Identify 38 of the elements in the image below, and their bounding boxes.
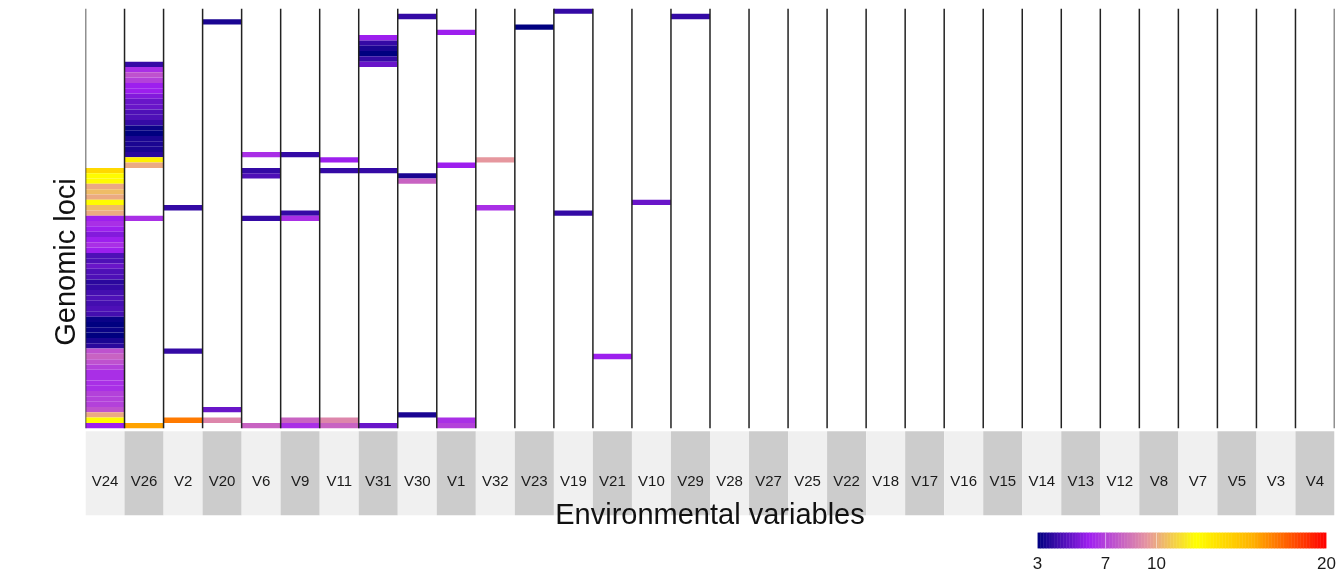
x-tick-label: V30 (403, 471, 431, 489)
x-tick-label: V20 (208, 471, 236, 489)
x-tick-label: V22 (833, 471, 860, 489)
x-tick-label: V15 (989, 471, 1017, 489)
x-tick-label: V24 (91, 471, 119, 489)
x-tick-label: V14 (1028, 471, 1056, 489)
x-tick-label: V25 (794, 471, 821, 489)
x-tick-label: V11 (326, 471, 352, 489)
x-tick-label: V1 (447, 471, 466, 489)
x-tick-label: V5 (1227, 471, 1247, 489)
x-tick-label: V12 (1106, 471, 1134, 489)
x-axis-title: Environmental variables (555, 497, 865, 530)
y-axis-title: Genomic loci (48, 178, 81, 346)
x-tick-label: V16 (950, 471, 978, 489)
x-tick-label: V19 (560, 471, 587, 489)
color-bar-label: 3 (1032, 553, 1043, 571)
x-tick-label: V9 (291, 471, 310, 489)
x-tick-label: V10 (638, 471, 665, 489)
x-tick-label: V28 (716, 471, 743, 489)
x-tick-label: V8 (1149, 471, 1169, 489)
x-tick-label: V7 (1188, 471, 1208, 489)
x-tick-label: V21 (599, 471, 626, 489)
x-tick-label: V3 (1266, 471, 1286, 489)
x-tick-label: V26 (130, 471, 158, 489)
color-bar-label: 10 (1147, 553, 1166, 571)
color-bar-label: 7 (1100, 553, 1111, 571)
x-tick-label: V23 (521, 471, 548, 489)
x-tick-label: V29 (677, 471, 704, 489)
x-tick-label: V31 (364, 471, 392, 489)
x-tick-label: V13 (1067, 471, 1095, 489)
x-tick-label: V4 (1305, 471, 1325, 489)
x-tick-label: V18 (872, 471, 899, 489)
x-tick-label: V27 (755, 471, 782, 489)
color-bar-label: 20 (1317, 553, 1336, 571)
x-tick-label: V32 (481, 471, 509, 489)
x-tick-label: V2 (173, 471, 193, 489)
x-tick-label: V17 (911, 471, 939, 489)
x-tick-label: V6 (251, 471, 271, 489)
